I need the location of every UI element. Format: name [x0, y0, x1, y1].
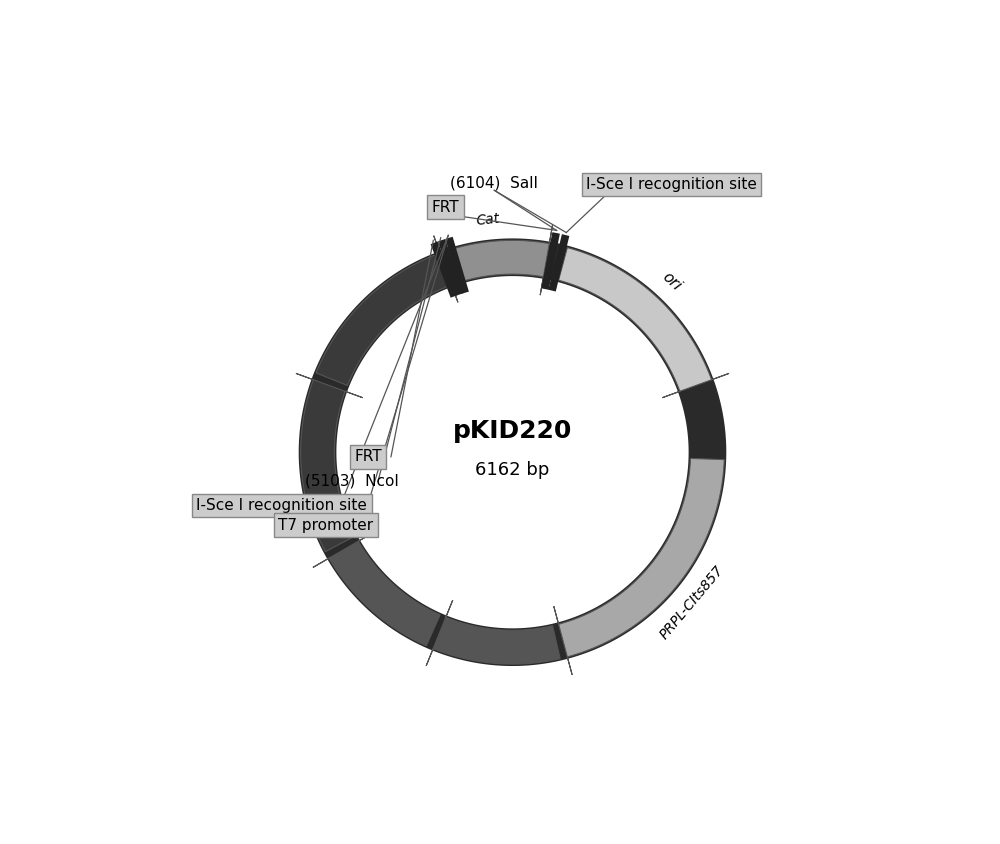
Text: Beta: Beta: [271, 448, 287, 481]
Text: pKID220: pKID220: [453, 419, 572, 443]
Text: Cat: Cat: [476, 211, 501, 228]
Polygon shape: [554, 458, 724, 675]
Text: I-SecI: I-SecI: [468, 676, 508, 694]
Text: 6162 bp: 6162 bp: [475, 462, 550, 479]
Polygon shape: [313, 532, 440, 646]
Polygon shape: [559, 247, 729, 398]
Text: I-Sce I recognition site: I-Sce I recognition site: [196, 498, 367, 513]
Text: I-Sce I recognition site: I-Sce I recognition site: [586, 177, 757, 192]
Text: FRT: FRT: [354, 449, 382, 464]
Polygon shape: [316, 235, 458, 386]
Text: Exo: Exo: [336, 270, 364, 298]
Polygon shape: [299, 238, 726, 666]
Text: T7 promoter: T7 promoter: [278, 517, 374, 533]
Polygon shape: [447, 225, 553, 295]
Text: Gam: Gam: [339, 610, 373, 642]
Text: PRPL-CIts857: PRPL-CIts857: [657, 563, 726, 642]
Polygon shape: [296, 373, 363, 552]
Text: FRT: FRT: [432, 200, 459, 214]
Text: (5103)  NcoI: (5103) NcoI: [305, 474, 399, 489]
Text: ori: ori: [660, 269, 684, 294]
Text: (6104)  SalI: (6104) SalI: [450, 175, 538, 190]
Polygon shape: [426, 600, 560, 666]
